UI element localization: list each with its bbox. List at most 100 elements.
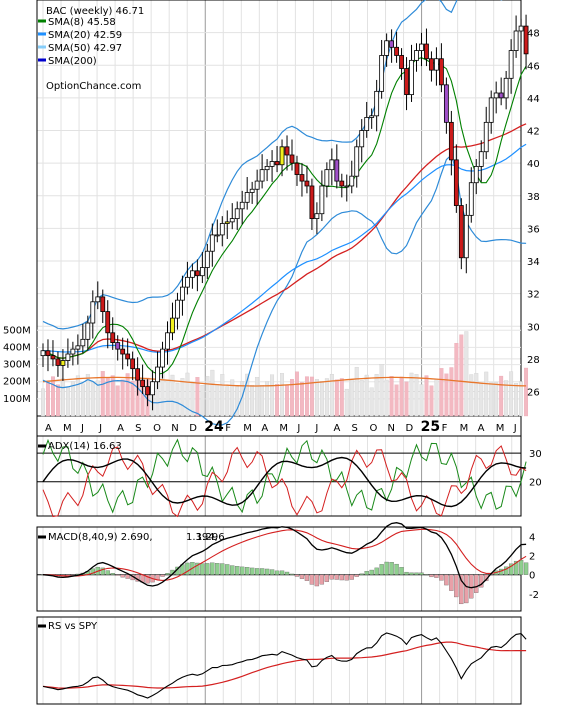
macd-histogram-bar [230,565,235,575]
volume-bar [51,376,55,417]
macd-histogram-bar [523,562,529,575]
rs-label: RS vs SPY [48,621,98,632]
volume-bar [100,371,105,417]
plus-di-line [42,438,527,514]
adx-label: ADX(14) 16.63 [48,441,122,452]
macd-histogram-bar [225,564,230,575]
macd-histogram-bar [235,566,240,575]
volume-bar [60,378,65,417]
x-tick-label: O [369,423,377,434]
volume-average-line [42,376,527,387]
macd-histogram-bar [284,571,290,575]
bollinger-upper [42,0,503,330]
rs-line [42,632,527,699]
macd-histogram-bar [250,567,255,575]
volume-bar [524,367,529,417]
volume-bar [195,377,200,417]
volume-tick-label: 500M [3,325,31,336]
volume-bar [225,386,230,417]
macd-histogram-bar [264,568,270,575]
volume-bar [379,364,384,417]
candle-body [419,43,424,51]
volume-bar [41,388,45,417]
macd-histogram-bar [105,570,110,575]
candle-body [389,40,395,48]
volume-bar [504,380,509,417]
macd-histogram-bar [314,574,320,587]
volume-bar [65,387,70,417]
candle-body [95,296,101,303]
x-tick-label: D [189,423,197,434]
candle-body [448,121,454,161]
volume-bar [215,384,220,417]
macd-tick-label: -2 [529,590,539,601]
volume-bar [354,366,359,417]
volume-bar [250,384,255,417]
macd-histogram-bar [518,559,524,575]
macd-histogram-bar [434,574,439,578]
x-tick-label: A [478,423,485,434]
candle-body [354,146,360,177]
candle-body [508,50,514,79]
candle-body [369,115,375,118]
candle-body [458,205,464,259]
macd-histogram-bar [449,574,454,591]
macd-label: MACD(8,40,9) 2.690, [48,532,153,543]
macd-histogram-bar [394,563,399,575]
macd-histogram-bar [90,568,95,575]
candle-body [523,25,529,55]
macd-histogram-bar [240,566,245,575]
candle-body [443,84,449,123]
candle-body [503,77,509,99]
price-tick-label: 38 [527,192,540,203]
volume-bar [329,374,334,417]
volume-bar [374,374,379,417]
x-tick-label: J [80,423,84,434]
macd-tick-label: 2 [529,552,535,563]
x-tick-label: A [117,423,124,434]
volume-bar [444,373,449,417]
candle-body [299,174,305,182]
volume-bar [275,384,280,417]
candle-body [214,234,220,237]
price-tick-label: 28 [527,355,540,366]
candle-body [329,159,335,171]
volume-bar [245,373,250,417]
macd-histogram-bar [120,574,125,578]
candle-body [254,180,260,190]
macd-histogram-bar [324,574,330,582]
macd-histogram-bar [329,574,334,580]
candle-body [324,169,330,187]
macd-histogram-bar [459,574,464,605]
volume-bar [399,376,404,417]
candle-body [199,267,205,277]
legend-label: SMA(50) 42.97 [48,43,122,54]
volume-bar [290,378,294,417]
chart-title: BAC (weekly) 46.71 [46,6,144,17]
macd-histogram-bar [354,574,359,577]
volume-bar [344,388,349,417]
macd-histogram-bar [409,572,414,575]
x-tick-label: S [351,423,357,434]
watermark-label: OptionChance.com [46,81,141,92]
x-tick-label: 24 [204,419,224,435]
volume-bar [70,381,75,417]
volume-bar [309,376,314,417]
volume-bar [474,373,479,417]
volume-bar [414,374,419,417]
macd-histogram-bar [364,571,369,575]
candle-body [130,358,136,370]
price-tick-label: 40 [527,159,540,170]
macd-tick-label: 0 [529,571,535,582]
volume-bar [265,381,270,417]
volume-bar [205,376,210,417]
candle-body [160,348,165,368]
volume-bar [285,385,289,417]
candle-body [75,345,81,350]
volume-bar [200,385,205,417]
legend-label: SMA(200) [48,56,97,67]
minus-di-line [42,445,527,518]
candle-body [339,180,345,187]
price-tick-label: 32 [527,290,540,301]
